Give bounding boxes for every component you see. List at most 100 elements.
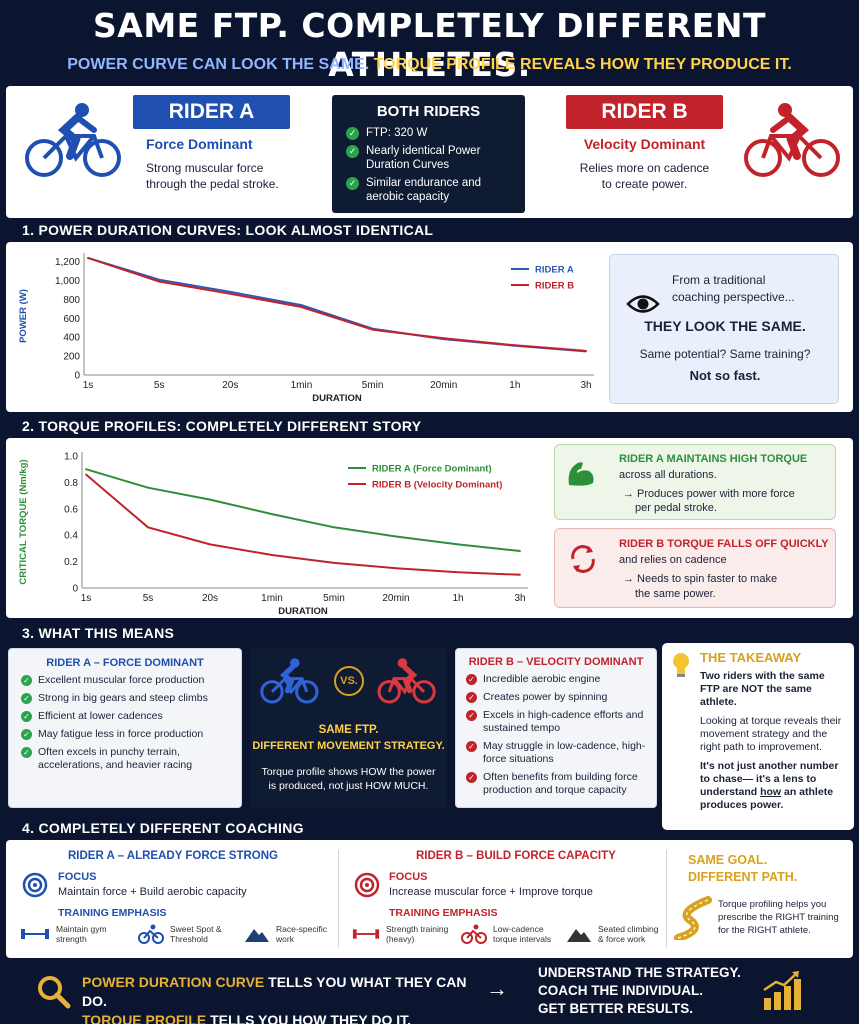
check-icon: ✓ bbox=[346, 127, 359, 140]
x-tick-label: 1h bbox=[509, 380, 520, 391]
growth-chart-icon bbox=[763, 971, 801, 1010]
coaching-a-focus-label: FOCUS bbox=[58, 871, 97, 883]
cyclist-a-small-icon bbox=[260, 658, 319, 704]
check-icon: ✓ bbox=[21, 747, 32, 758]
footer: POWER DURATION CURVE TELLS YOU WHAT THEY… bbox=[0, 962, 859, 1024]
list-item: ✓ Often excels in punchy terrain, acceler… bbox=[21, 746, 229, 772]
data-point bbox=[395, 567, 397, 570]
legend-label: RIDER B bbox=[535, 281, 574, 292]
footer-r1: UNDERSTAND THE STRATEGY. bbox=[538, 965, 741, 980]
series-line bbox=[85, 468, 521, 552]
data-point bbox=[147, 526, 149, 529]
page-subtitle: POWER CURVE CAN LOOK THE SAME. TORQUE PR… bbox=[0, 56, 859, 74]
x-tick-label: 1s bbox=[83, 380, 94, 391]
data-point bbox=[158, 278, 161, 281]
check-icon: ✓ bbox=[21, 693, 32, 704]
x-tick-label: 3h bbox=[580, 380, 591, 391]
data-point bbox=[519, 550, 521, 552]
emph-item: Low-cadence torque intervals bbox=[461, 924, 561, 944]
x-tick-label: 1h bbox=[452, 593, 463, 604]
takeaway-p2: Looking at torque reveals their movement… bbox=[700, 715, 842, 753]
check-icon: ✓ bbox=[346, 145, 359, 158]
data-point bbox=[300, 306, 303, 308]
middle-line1: SAME FTP. bbox=[318, 724, 379, 736]
both-riders-box: BOTH RIDERS ✓ FTP: 320 W ✓ Nearly identica… bbox=[332, 95, 525, 213]
winding-road-icon bbox=[674, 896, 712, 940]
torque-card-b-title: RIDER B TORQUE FALLS OFF QUICKLY bbox=[619, 538, 829, 550]
torque-card-b-line2: → Needs to spin faster to make bbox=[623, 573, 778, 585]
data-point bbox=[333, 562, 335, 564]
x-tick-label: 20s bbox=[202, 593, 218, 604]
data-point bbox=[158, 280, 161, 283]
both-item: ✓ Nearly identical Power Duration Curves bbox=[346, 144, 511, 172]
eye-icon bbox=[626, 295, 660, 313]
torque-card-b-line1: and relies on cadence bbox=[619, 554, 727, 566]
legend-label: RIDER A bbox=[535, 265, 574, 276]
callout-line1: From a traditional bbox=[672, 273, 766, 287]
cyclist-icon bbox=[138, 924, 164, 944]
data-point bbox=[300, 304, 303, 307]
data-point bbox=[371, 328, 374, 331]
section1-callout: From a traditional coaching perspective.… bbox=[609, 254, 839, 404]
section3-b-title: RIDER B – VELOCITY DOMINANT bbox=[468, 656, 644, 668]
torque-profile-chart: 0 0.2 0.4 0.6 0.8 1.0 1s 5s 20s 1min 5min 20min 1h 3h… bbox=[18, 452, 528, 617]
footer-tp-how: HOW bbox=[292, 1012, 327, 1024]
rider-b-desc-2: to create power. bbox=[601, 177, 688, 191]
takeaway-p3: It's not just another number to chase— i… bbox=[700, 760, 839, 811]
footer-r2: COACH THE INDIVIDUAL. bbox=[538, 983, 703, 998]
check-icon: ✓ bbox=[466, 710, 477, 721]
y-axis-label: POWER (W) bbox=[18, 289, 29, 343]
rider-a-label: RIDER A bbox=[133, 95, 290, 129]
section3-title: 3. WHAT THIS MEANS bbox=[22, 625, 175, 641]
y-tick-label: 0 bbox=[72, 584, 78, 595]
rider-b-desc-1: Relies more on cadence bbox=[579, 161, 710, 175]
y-tick-label: 800 bbox=[63, 295, 80, 306]
x-tick-label: 5s bbox=[143, 593, 154, 604]
legend-label: RIDER A (Force Dominant) bbox=[372, 464, 492, 475]
section4-title: 4. COMPLETELY DIFFERENT COACHING bbox=[22, 820, 304, 836]
data-point bbox=[85, 468, 87, 471]
emph-item: Seated climbing & force work bbox=[566, 924, 661, 944]
data-point bbox=[229, 291, 232, 293]
check-icon: ✓ bbox=[466, 692, 477, 703]
data-point bbox=[442, 337, 445, 340]
list-item: ✓ Creates power by spinning bbox=[466, 691, 646, 704]
footer-r3: GET BETTER RESULTS. bbox=[538, 1001, 694, 1016]
y-tick-label: 1,000 bbox=[55, 276, 80, 287]
subtitle-yellow: TORQUE PROFILE REVEALS HOW THEY PRODUCE … bbox=[373, 56, 792, 73]
cyclist-a-icon bbox=[25, 103, 121, 177]
both-item: ✓ FTP: 320 W bbox=[346, 126, 511, 140]
coaching-a-emph-label: TRAINING EMPHASIS bbox=[58, 907, 167, 919]
y-tick-label: 200 bbox=[63, 352, 80, 363]
emph-item: Strength training (heavy) bbox=[352, 924, 457, 944]
cyclist-b-icon bbox=[744, 103, 840, 177]
footer-right: UNDERSTAND THE STRATEGY. COACH THE INDIV… bbox=[538, 964, 741, 1018]
torque-card-a-line1: across all durations. bbox=[619, 469, 717, 481]
coaching-b-title: RIDER B – BUILD FORCE CAPACITY bbox=[416, 850, 616, 862]
emph-item: Race-specific work bbox=[244, 924, 334, 944]
target-icon bbox=[354, 872, 380, 898]
footer-arrow: → bbox=[486, 976, 508, 1001]
takeaway-title: THE TAKEAWAY bbox=[700, 650, 802, 665]
middle-desc: Torque profile shows HOW the power is pr… bbox=[261, 766, 436, 792]
page-title: SAME FTP. COMPLETELY DIFFERENT ATHLETES. bbox=[93, 6, 766, 84]
section1-title: 1. POWER DURATION CURVES: LOOK ALMOST ID… bbox=[22, 222, 434, 238]
footer-pdc-rest: TELLS YOU WHAT THEY CAN DO. bbox=[82, 974, 467, 1009]
y-tick-label: 1.0 bbox=[64, 452, 78, 463]
section3-a-panel: RIDER A – FORCE DOMINANT ✓ Excellent musc… bbox=[8, 648, 242, 808]
y-tick-label: 0.6 bbox=[64, 504, 78, 515]
section3-middle-panel: VS. SAME FTP. DIFFERENT MOVEMENT STRATEG… bbox=[250, 648, 447, 808]
data-point bbox=[209, 498, 211, 501]
section2-title: 2. TORQUE PROFILES: COMPLETELY DIFFERENT… bbox=[22, 418, 422, 434]
subtitle-blue: POWER CURVE CAN LOOK THE SAME. bbox=[67, 56, 370, 73]
torque-card-a: RIDER A MAINTAINS HIGH TORQUE across all… bbox=[554, 444, 836, 520]
torque-card-b: RIDER B TORQUE FALLS OFF QUICKLY and rel… bbox=[554, 528, 836, 608]
both-riders-title: BOTH RIDERS bbox=[376, 103, 481, 120]
lightbulb-icon bbox=[673, 653, 689, 677]
vs-badge: VS. bbox=[334, 666, 364, 696]
data-point bbox=[209, 543, 211, 546]
footer-left: POWER DURATION CURVE TELLS YOU WHAT THEY… bbox=[82, 973, 482, 1024]
x-tick-label: 20min bbox=[382, 593, 409, 604]
coaching-a-focus: Maintain force + Build aerobic capacity bbox=[58, 886, 247, 898]
data-point bbox=[147, 486, 149, 489]
